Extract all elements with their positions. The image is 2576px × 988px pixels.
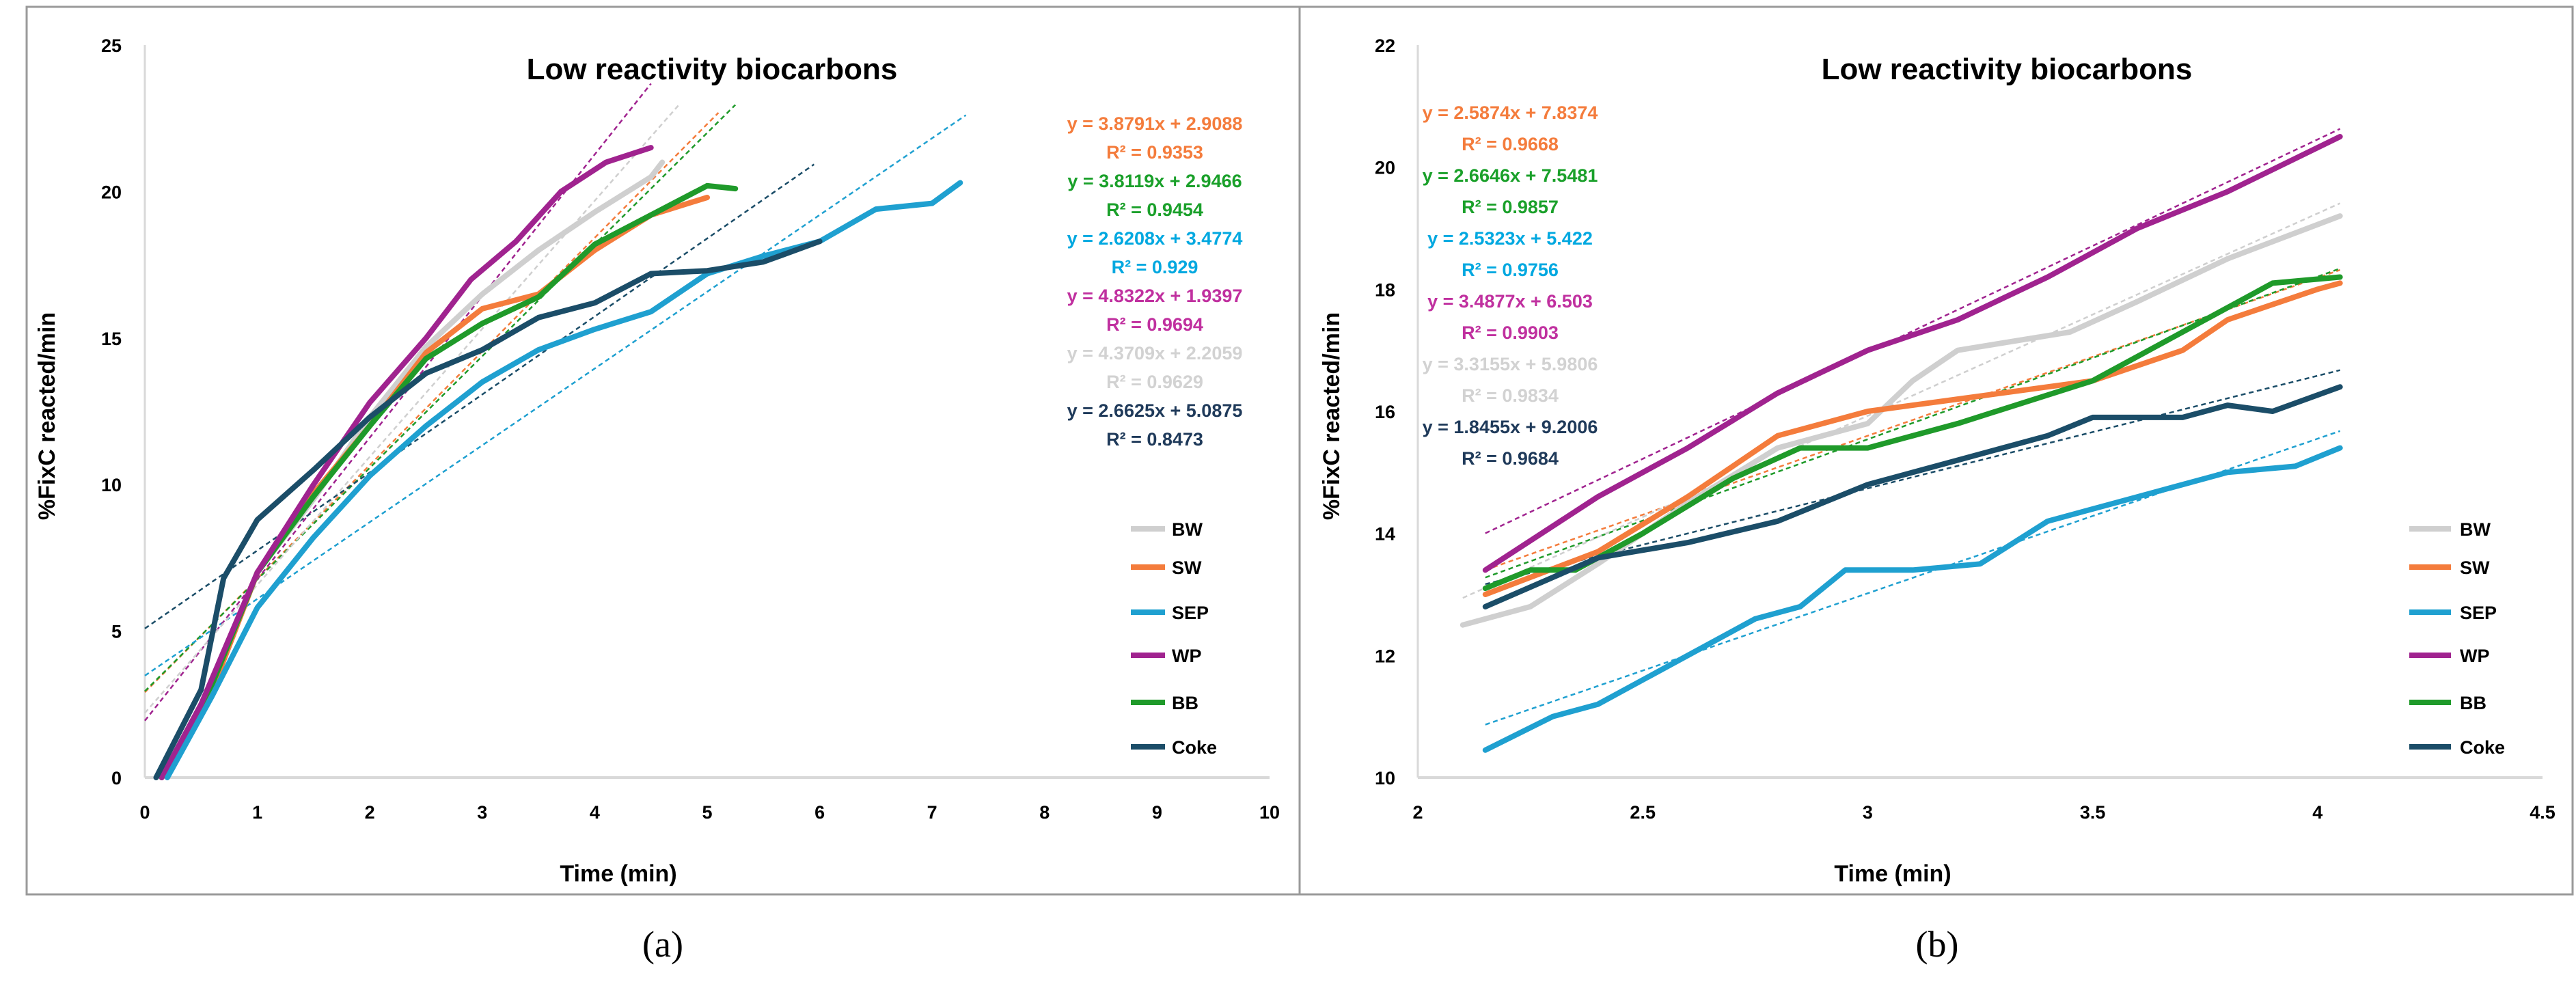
- panel-a-r2-sep: R² = 0.929: [1112, 257, 1198, 277]
- panel-b-legend-label-sw: SW: [2460, 558, 2490, 578]
- panel-a-x-tick-label: 6: [814, 802, 825, 823]
- panel-b-legend-label-wp: WP: [2460, 646, 2490, 666]
- panel-a-frame: [25, 5, 1301, 896]
- panel-b-equation-coke: y = 1.8455x + 9.2006: [1423, 417, 1598, 437]
- panel-a-r2-sw: R² = 0.9353: [1106, 142, 1203, 163]
- panel-a: Low reactivity biocarbons Time (min) %Fi…: [25, 5, 1301, 965]
- panel-b-legend-label-coke: Coke: [2460, 737, 2505, 758]
- panel-a-legend-label-bw: BW: [1172, 519, 1203, 540]
- panel-a-r2-wp: R² = 0.9694: [1106, 314, 1203, 335]
- panel-b-series-coke: [1482, 384, 2343, 609]
- panel-a-y-tick-label: 10: [101, 475, 122, 495]
- panel-a-equation-bw: y = 4.3709x + 2.2059: [1067, 343, 1243, 363]
- panel-a-trendline-sep: [144, 114, 967, 676]
- panel-b-trendline-wp: [1485, 128, 2341, 534]
- panel-a-x-axis-label: Time (min): [560, 861, 676, 887]
- panel-a-y-tick-label: 25: [101, 36, 122, 56]
- panel-a-label: (a): [642, 924, 683, 965]
- panel-b-trendline-sep: [1485, 430, 2341, 726]
- panel-a-y-tick-label: 20: [101, 182, 122, 202]
- panel-b-frame: [1298, 5, 2574, 896]
- panel-a-x-tick-label: 0: [139, 802, 150, 823]
- panel-b-series-wp: [1482, 134, 2343, 573]
- panel-a-x-tick-label: 5: [702, 802, 712, 823]
- panel-b: Low reactivity biocarbons Time (min) %Fi…: [1298, 5, 2574, 965]
- panel-b-y-tick-label: 16: [1375, 402, 1395, 422]
- panel-b-label: (b): [1916, 924, 1959, 965]
- panel-b-x-tick-label: 3.5: [2080, 802, 2106, 823]
- panel-a-equation-bb: y = 3.8119x + 2.9466: [1067, 171, 1242, 191]
- panel-a-y-tick-label: 5: [111, 622, 122, 642]
- panel-b-x-tick-label: 2: [1412, 802, 1423, 823]
- panel-b-y-tick-label: 10: [1375, 768, 1395, 788]
- panel-a-legend-label-sw: SW: [1172, 558, 1202, 578]
- panel-b-equation-wp: y = 3.4877x + 6.503: [1427, 291, 1593, 312]
- panel-b-y-tick-label: 14: [1375, 524, 1395, 545]
- panel-a-title: Low reactivity biocarbons: [527, 53, 898, 86]
- panel-a-y-tick-label: 15: [101, 329, 122, 349]
- panel-a-series-sep: [164, 180, 963, 780]
- panel-a-trendline-bw: [144, 104, 680, 714]
- panel-b-y-tick-label: 12: [1375, 646, 1395, 666]
- panel-b-x-tick-label: 2.5: [1630, 802, 1656, 823]
- panel-a-legend-label-bb: BB: [1172, 693, 1198, 713]
- panel-b-legend-label-sep: SEP: [2460, 603, 2497, 623]
- panel-a-equation-coke: y = 2.6625x + 5.0875: [1067, 400, 1243, 421]
- panel-b-series-sep: [1482, 445, 2343, 753]
- panel-a-r2-coke: R² = 0.8473: [1106, 429, 1203, 450]
- panel-b-legend-label-bw: BW: [2460, 519, 2491, 540]
- panel-a-x-tick-label: 10: [1259, 802, 1280, 823]
- panel-a-r2-bw: R² = 0.9629: [1106, 372, 1203, 392]
- panel-a-equation-wp: y = 4.8322x + 1.9397: [1067, 286, 1243, 306]
- panel-b-y-axis-label: %FixC reacted/min: [1319, 312, 1345, 520]
- panel-a-legend-label-wp: WP: [1172, 646, 1202, 666]
- panel-b-x-tick-label: 4: [2312, 802, 2322, 823]
- panel-a-equation-sw: y = 3.8791x + 2.9088: [1067, 113, 1243, 134]
- panel-a-x-tick-label: 7: [927, 802, 937, 823]
- panel-b-title: Low reactivity biocarbons: [1822, 53, 2193, 86]
- panel-a-trendline-wp: [144, 83, 652, 722]
- panel-b-x-tick-label: 3: [1863, 802, 1873, 823]
- panel-b-series-sw: [1482, 280, 2343, 597]
- panel-b-r2-bw: R² = 0.9834: [1462, 385, 1559, 406]
- panel-a-r2-bb: R² = 0.9454: [1106, 200, 1203, 220]
- panel-b-legend-label-bb: BB: [2460, 693, 2486, 713]
- panel-b-trendline-bb: [1485, 267, 2341, 579]
- panel-b-r2-coke: R² = 0.9684: [1462, 448, 1559, 469]
- panel-a-legend-label-sep: SEP: [1172, 603, 1209, 623]
- panel-b-x-axis-label: Time (min): [1834, 861, 1951, 887]
- panel-a-series-wp: [159, 145, 654, 780]
- panel-a-series-coke: [153, 238, 823, 780]
- panel-a-x-tick-label: 2: [365, 802, 375, 823]
- panel-b-r2-bb: R² = 0.9857: [1462, 197, 1559, 217]
- panel-a-x-tick-label: 1: [252, 802, 262, 823]
- panel-a-legend-label-coke: Coke: [1172, 737, 1217, 758]
- panel-a-x-tick-label: 8: [1039, 802, 1050, 823]
- panel-a-equation-sep: y = 2.6208x + 3.4774: [1067, 228, 1243, 249]
- panel-a-y-tick-label: 0: [111, 768, 122, 788]
- panel-b-equation-sep: y = 2.5323x + 5.422: [1427, 228, 1593, 249]
- panel-b-series-bw: [1460, 213, 2343, 628]
- panel-a-x-tick-label: 4: [590, 802, 600, 823]
- panel-b-r2-sw: R² = 0.9668: [1462, 134, 1559, 154]
- panel-b-equation-sw: y = 2.5874x + 7.8374: [1423, 102, 1598, 123]
- panel-b-y-tick-label: 18: [1375, 279, 1395, 300]
- panel-a-x-tick-label: 9: [1152, 802, 1162, 823]
- panel-a-y-axis-label: %FixC reacted/min: [34, 312, 60, 520]
- panel-b-r2-wp: R² = 0.9903: [1462, 323, 1559, 343]
- panel-b-trendline-coke: [1485, 369, 2341, 586]
- panel-b-y-tick-label: 22: [1375, 36, 1395, 56]
- panel-b-x-tick-label: 4.5: [2530, 802, 2556, 823]
- panel-a-trendline-bb: [144, 104, 737, 692]
- panel-b-trendline-bw: [1462, 202, 2341, 599]
- panel-b-y-tick-label: 20: [1375, 158, 1395, 178]
- panel-b-r2-sep: R² = 0.9756: [1462, 260, 1559, 280]
- panel-b-equation-bb: y = 2.6646x + 7.5481: [1423, 165, 1598, 186]
- panel-a-x-tick-label: 3: [477, 802, 487, 823]
- panel-a-trendline-coke: [144, 163, 815, 629]
- panel-b-equation-bw: y = 3.3155x + 5.9806: [1423, 354, 1598, 374]
